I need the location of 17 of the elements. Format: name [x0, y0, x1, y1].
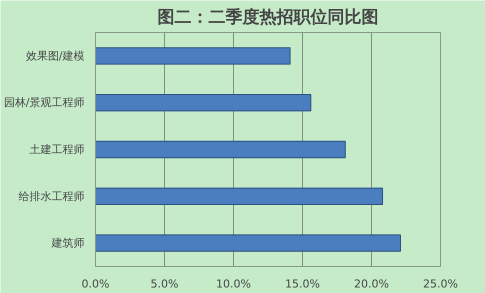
x-tick-label: 25.0% [423, 278, 458, 290]
bar [96, 140, 346, 158]
x-tick-label: 0.0% [82, 278, 110, 290]
y-tick-label: 效果图/建模 [26, 49, 85, 62]
y-tick-label: 给排水工程师 [18, 190, 84, 203]
bar [96, 47, 291, 65]
x-tick-label: 15.0% [285, 278, 320, 290]
y-tick-label: 园林/景观工程师 [4, 96, 85, 110]
chart-title: 图二：二季度热招职位同比图 [158, 8, 378, 28]
y-tick-label: 土建工程师 [30, 143, 84, 156]
x-tick-label: 10.0% [216, 278, 251, 290]
bar [96, 234, 401, 252]
x-tick-label: 20.0% [354, 278, 389, 290]
x-tick-label: 5.0% [150, 278, 178, 290]
y-tick-label: 建筑师 [50, 236, 84, 250]
bar [96, 188, 384, 205]
bar [96, 94, 312, 112]
